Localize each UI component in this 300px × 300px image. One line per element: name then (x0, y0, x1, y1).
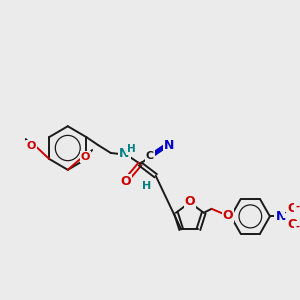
Text: N: N (119, 148, 130, 160)
Text: N: N (164, 139, 175, 152)
Text: +: + (284, 208, 291, 217)
Text: -: - (295, 202, 299, 212)
Text: -: - (295, 221, 299, 231)
Text: C: C (146, 151, 154, 161)
Text: O: O (287, 218, 298, 231)
Text: N: N (275, 210, 286, 223)
Text: O: O (223, 209, 233, 222)
Text: H: H (142, 181, 152, 191)
Text: O: O (27, 141, 36, 151)
Text: H: H (127, 144, 136, 154)
Text: O: O (287, 202, 298, 215)
Text: O: O (120, 175, 131, 188)
Text: O: O (184, 195, 195, 208)
Text: O: O (81, 152, 90, 162)
